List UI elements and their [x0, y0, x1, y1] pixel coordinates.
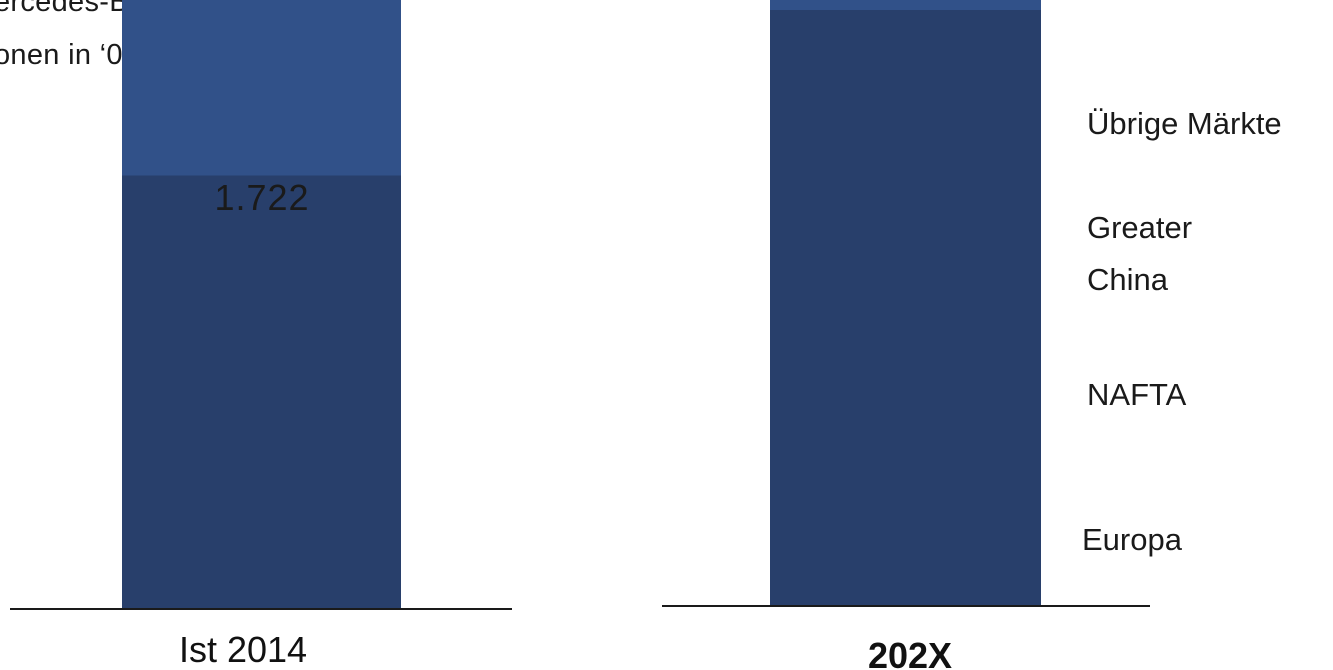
bar-segment-ist-2014-nafta	[122, 0, 401, 176]
legend-label-greater-china-line-1: Greater	[1087, 210, 1192, 245]
legend-label-europa: Europa	[1082, 522, 1183, 557]
legend-label-uebrige-maerkte: Übrige Märkte	[1087, 106, 1282, 141]
total-label-ist-2014: 1.722	[214, 177, 309, 218]
category-label-202x: 202X	[868, 635, 952, 670]
bar-segments	[122, 0, 1041, 609]
bar-segment-202x-nafta	[770, 0, 1041, 10]
legend-label-greater-china-line-2: China	[1087, 262, 1169, 297]
bar-segment-202x-europa	[770, 9, 1041, 606]
bar-segment-ist-2014-europa	[122, 175, 401, 609]
category-label-ist-2014: Ist 2014	[179, 629, 307, 670]
legend-label-nafta: NAFTA	[1087, 377, 1187, 412]
